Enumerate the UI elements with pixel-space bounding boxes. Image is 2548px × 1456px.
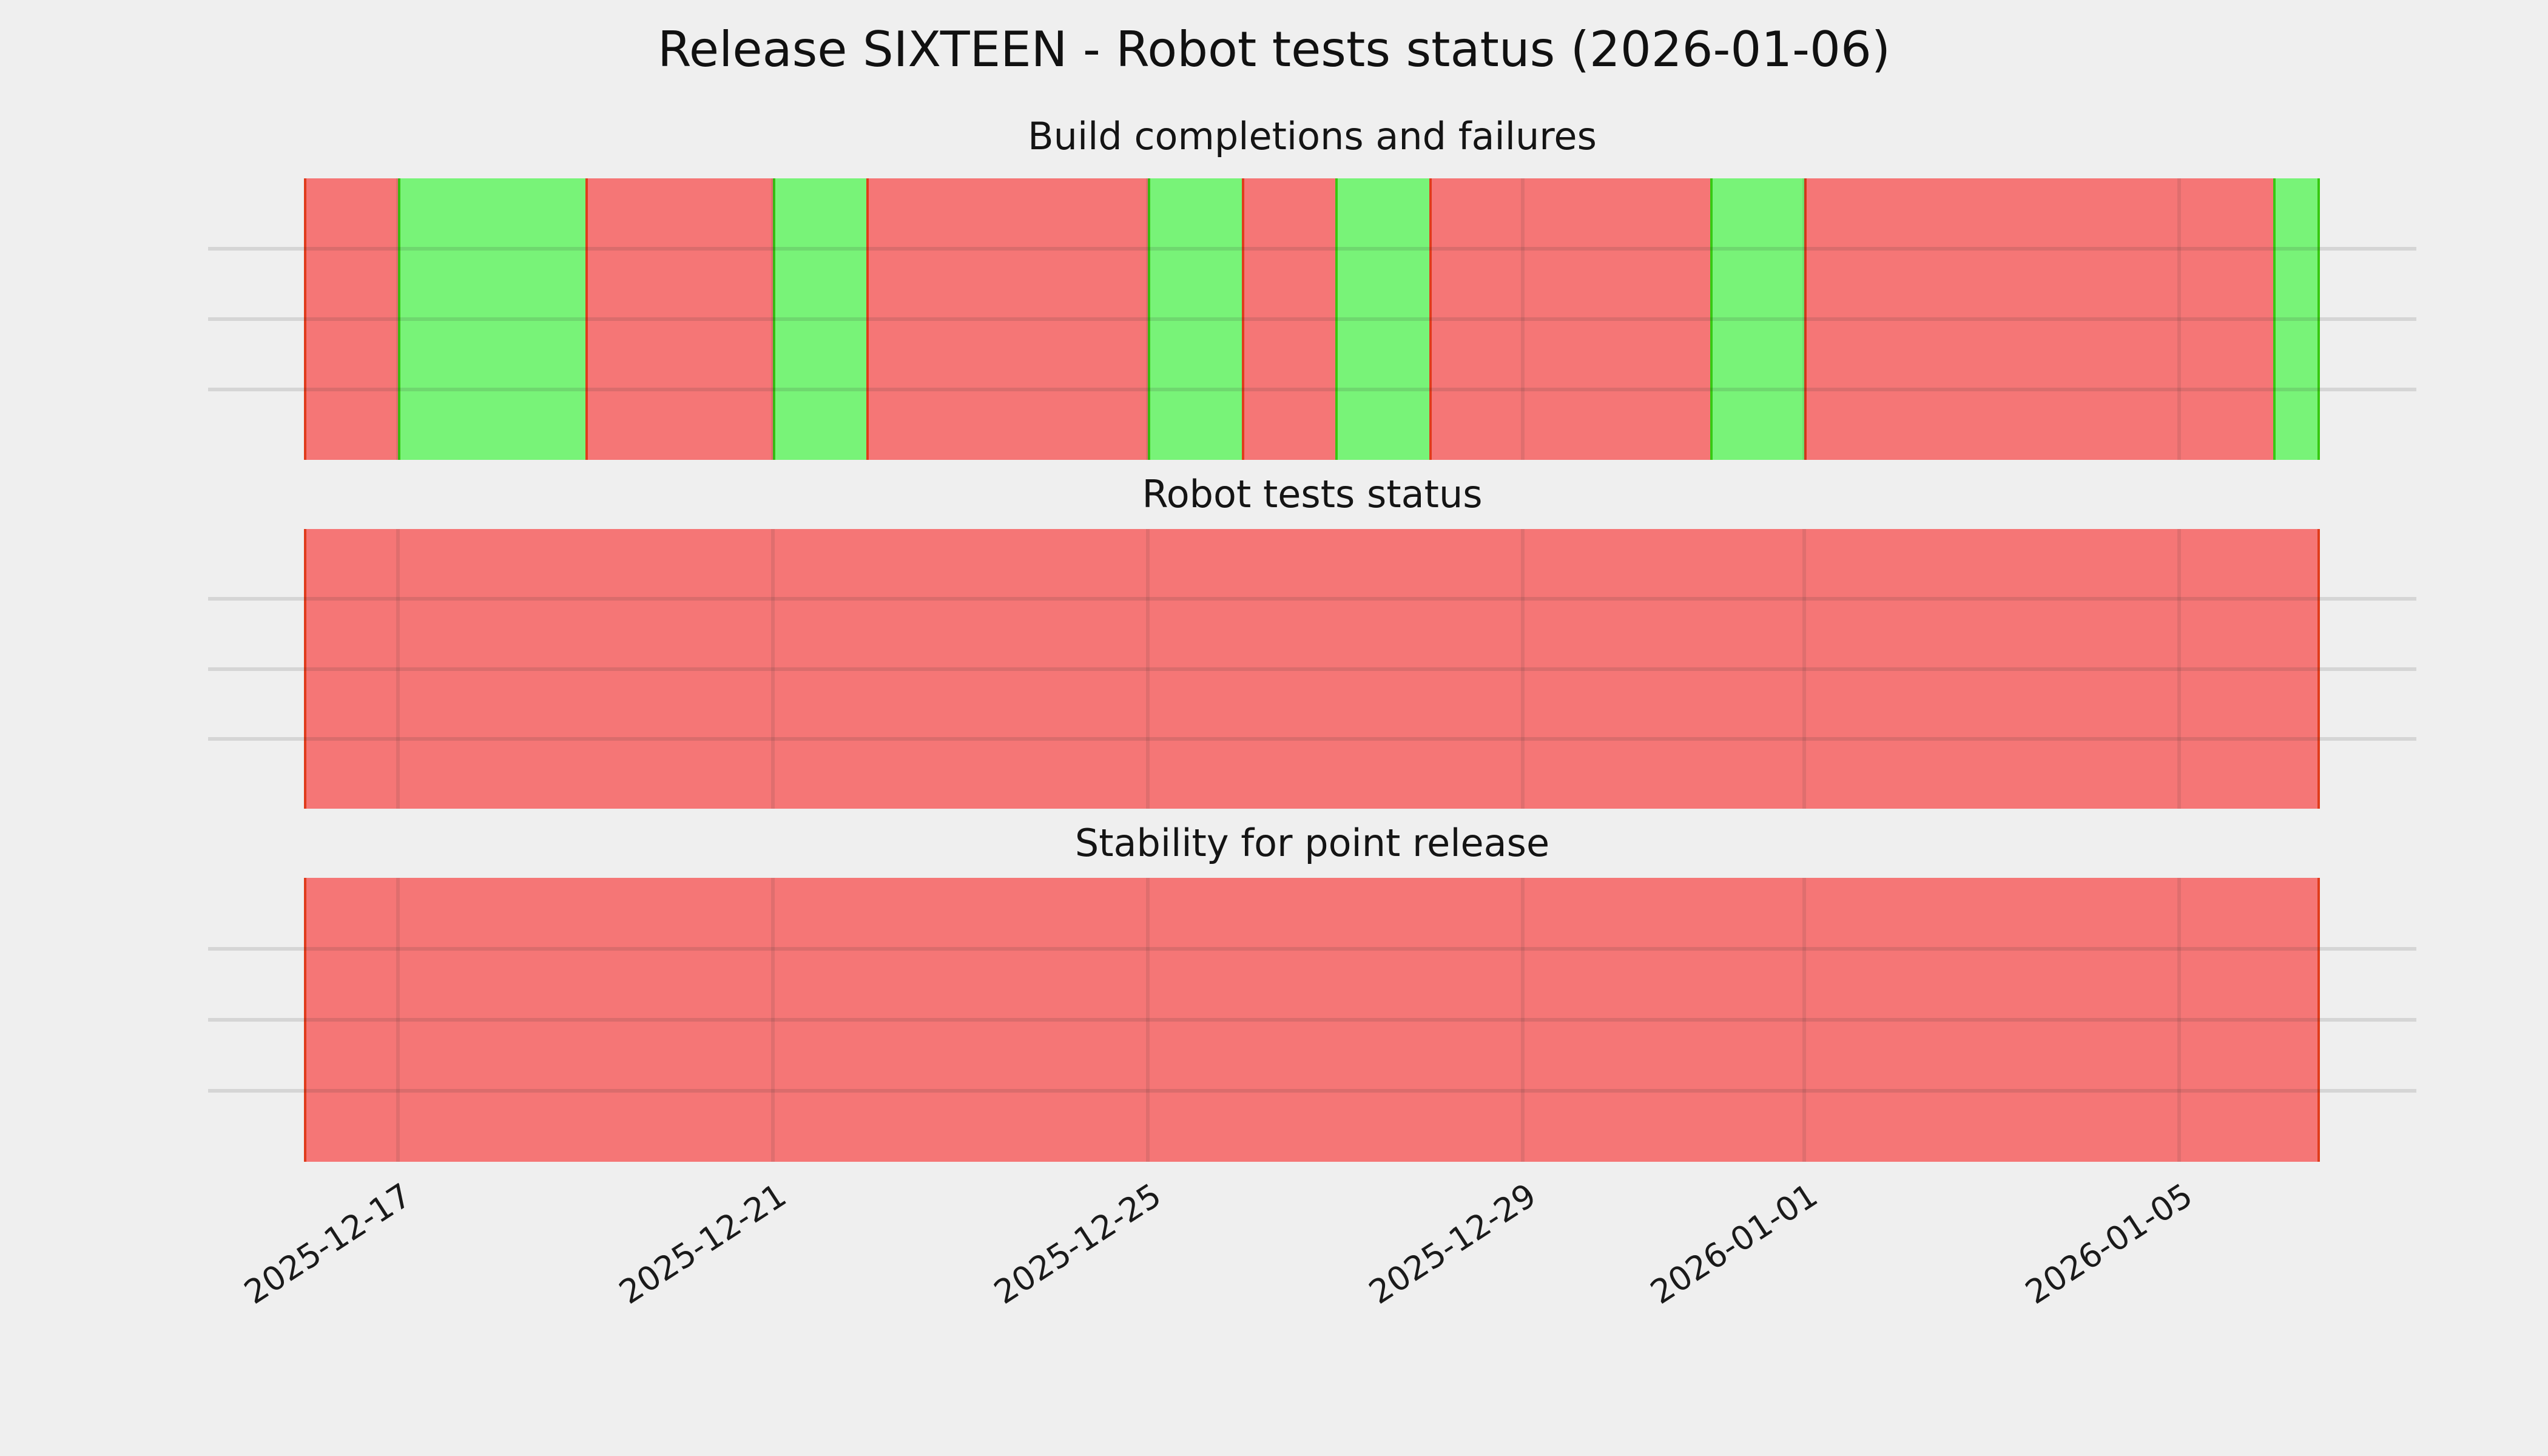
status-span-green	[397, 178, 585, 460]
v-gridline	[770, 878, 775, 1162]
v-gridline	[396, 529, 400, 809]
v-gridline	[1521, 178, 1525, 460]
v-gridline	[770, 178, 775, 460]
v-gridline	[2177, 178, 2182, 460]
status-span-red	[1241, 178, 1336, 460]
status-span-green	[1710, 178, 1804, 460]
status-span-red	[304, 178, 398, 460]
x-tick-label: 2025-12-25	[987, 1176, 1168, 1312]
v-gridline	[396, 878, 400, 1162]
h-gridline	[208, 736, 2416, 741]
v-gridline	[1146, 529, 1150, 809]
status-span-red	[1804, 178, 2273, 460]
v-gridline	[770, 529, 775, 809]
status-band	[304, 178, 2320, 460]
status-band	[304, 878, 2320, 1162]
axes-robot-tests	[208, 529, 2416, 809]
x-tick-label: 2025-12-21	[612, 1176, 794, 1312]
axes-stability	[208, 878, 2416, 1162]
x-tick-label: 2026-01-01	[1643, 1176, 1825, 1312]
v-gridline	[1146, 878, 1150, 1162]
h-gridline	[208, 388, 2416, 391]
status-span-red	[1429, 178, 1711, 460]
h-gridline	[208, 247, 2416, 251]
v-gridline	[1802, 529, 1806, 809]
h-gridline	[208, 317, 2416, 321]
h-gridline	[208, 1089, 2416, 1093]
v-gridline	[1802, 178, 1806, 460]
v-gridline	[2177, 878, 2182, 1162]
status-span-green	[772, 178, 867, 460]
status-span-green	[1148, 178, 1242, 460]
status-span-red	[585, 178, 773, 460]
v-gridline	[396, 178, 400, 460]
status-span-red	[866, 178, 1148, 460]
x-tick-label: 2026-01-05	[2018, 1176, 2200, 1312]
subplot-title-stability: Stability for point release	[1074, 821, 1550, 865]
status-span-red	[304, 878, 2320, 1162]
axes-build-completions	[208, 178, 2416, 460]
v-gridline	[1146, 178, 1150, 460]
v-gridline	[1802, 878, 1806, 1162]
status-span-green	[2273, 178, 2320, 460]
status-span-red	[304, 529, 2320, 809]
h-gridline	[208, 947, 2416, 951]
v-gridline	[1521, 529, 1525, 809]
status-band	[304, 529, 2320, 809]
v-gridline	[1521, 878, 1525, 1162]
v-gridline	[2177, 529, 2182, 809]
status-span-green	[1335, 178, 1429, 460]
h-gridline	[208, 597, 2416, 601]
h-gridline	[208, 667, 2416, 671]
x-tick-label: 2025-12-17	[237, 1176, 418, 1312]
subplot-title-robot-tests: Robot tests status	[1142, 472, 1483, 516]
h-gridline	[208, 1018, 2416, 1022]
x-tick-label: 2025-12-29	[1362, 1176, 1543, 1312]
subplot-title-build-completions: Build completions and failures	[1028, 114, 1597, 158]
figure-title: Release SIXTEEN - Robot tests status (20…	[657, 21, 1891, 78]
